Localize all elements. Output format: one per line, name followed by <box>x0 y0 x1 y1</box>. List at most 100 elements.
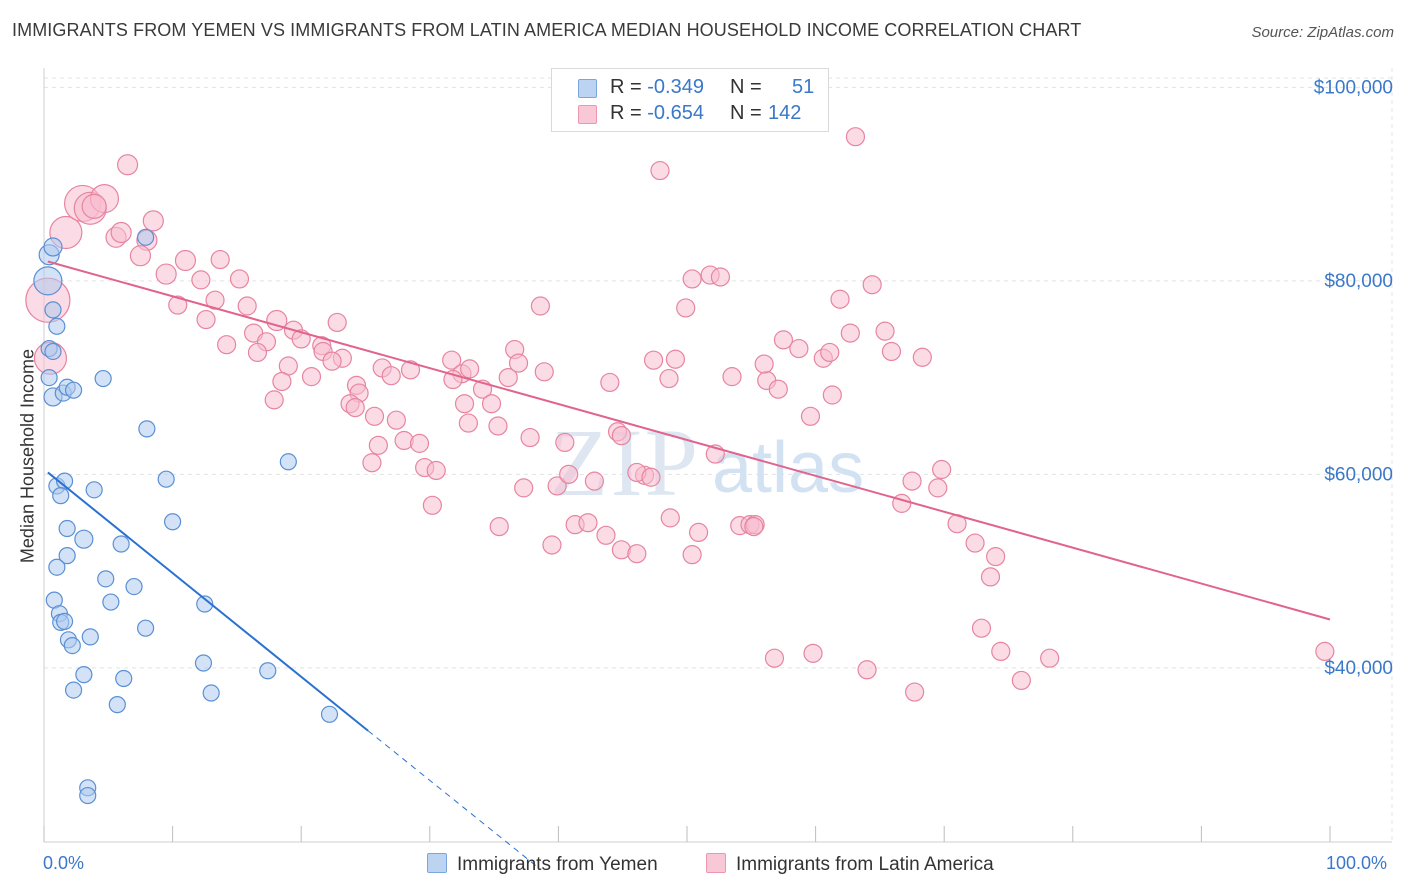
yemen-point <box>94 369 112 388</box>
latin-america-point <box>129 245 152 267</box>
latin-swatch <box>578 105 597 124</box>
latin-america-point <box>665 349 686 369</box>
yemen-point <box>63 636 81 655</box>
latin-america-point <box>641 467 661 487</box>
latin-america-point <box>803 643 823 663</box>
axes <box>43 68 1392 843</box>
latin-america-point <box>217 335 237 355</box>
yemen-point <box>81 628 99 646</box>
latin-america-point <box>611 426 632 446</box>
yemen-point <box>85 481 103 499</box>
latin-america-point <box>643 350 664 370</box>
yemen-point <box>115 669 133 688</box>
yemen-point <box>108 696 126 714</box>
y-tick-label: $100,000 <box>1314 77 1393 98</box>
yemen-swatch <box>578 79 597 98</box>
legend-r-label: R = <box>610 102 648 124</box>
yemen-point <box>44 301 62 319</box>
latin-america-point <box>142 210 164 232</box>
legend-r-label: R = <box>610 76 648 98</box>
latin-america-point <box>965 533 985 553</box>
yemen-point <box>74 529 94 549</box>
latin-america-point <box>800 406 821 426</box>
latin-america-point <box>986 546 1006 567</box>
latin-america-point <box>789 338 809 359</box>
legend-row-latin: R = -0.654 N = 142 <box>552 101 828 127</box>
latin-america-point <box>542 535 562 555</box>
watermark: ZIP atlas <box>550 409 864 516</box>
latin-america-points <box>25 127 1335 702</box>
yemen-point <box>48 317 66 335</box>
latin-america-point <box>578 513 598 533</box>
latin-america-point <box>840 323 860 343</box>
latin-america-point <box>682 269 702 289</box>
legend-n-value-latin: 142 <box>768 102 802 124</box>
latin-america-point <box>488 416 508 436</box>
latin-america-point <box>710 267 731 287</box>
yemen-point <box>43 237 63 257</box>
latin-america-point <box>912 347 932 367</box>
latin-america-point <box>991 641 1011 662</box>
latin-america-point <box>659 368 679 389</box>
latin-america-point <box>875 321 895 341</box>
latin-america-point <box>301 367 322 387</box>
latin-america-point <box>481 394 502 414</box>
y-tick-labels: $40,000 $60,000 $80,000 $100,000 <box>1314 77 1393 679</box>
source-credit: Source: ZipAtlas.com <box>1251 24 1394 41</box>
yemen-point <box>136 619 155 637</box>
y-tick-label: $40,000 <box>1324 658 1393 679</box>
latin-america-point <box>660 508 680 528</box>
legend-r-value-latin: -0.654 <box>647 102 704 124</box>
latin-america-point <box>932 459 952 480</box>
latin-america-point <box>892 493 912 513</box>
yemen-point <box>138 420 156 438</box>
latin-america-point <box>928 478 948 498</box>
yemen-point <box>75 666 93 684</box>
latin-legend-swatch <box>706 853 726 873</box>
latin-america-point <box>237 296 257 316</box>
latin-america-point <box>168 295 188 315</box>
latin-america-point <box>454 394 475 414</box>
latin-america-point <box>272 371 292 392</box>
latin-america-point <box>980 567 1001 587</box>
latin-america-point <box>902 471 922 491</box>
latin-america-point <box>409 433 430 453</box>
yemen-point <box>79 786 97 805</box>
yemen-point <box>64 681 83 699</box>
latin-america-trend-line <box>47 260 1331 621</box>
grid <box>44 68 1393 842</box>
latin-america-point <box>381 366 401 386</box>
latin-america-point <box>327 312 347 333</box>
bottom-legend-yemen-label: Immigrants from Yemen <box>457 854 658 875</box>
yemen-points <box>33 228 339 805</box>
latin-america-point <box>362 453 382 473</box>
bottom-legend-latin: Immigrants from Latin America <box>706 853 994 876</box>
bottom-legend-latin-label: Immigrants from Latin America <box>736 854 994 875</box>
latin-america-point <box>514 478 534 498</box>
yemen-point <box>279 453 297 471</box>
y-tick-label: $80,000 <box>1324 271 1393 292</box>
latin-america-point <box>489 516 509 537</box>
yemen-point <box>58 547 76 565</box>
latin-america-point <box>247 342 268 363</box>
latin-america-point <box>1315 641 1335 662</box>
latin-america-point <box>768 379 788 399</box>
y-tick-label: $60,000 <box>1324 464 1393 485</box>
latin-america-point <box>830 289 850 309</box>
latin-america-point <box>744 516 764 537</box>
yemen-point <box>40 369 58 387</box>
latin-america-point <box>722 367 742 387</box>
latin-america-point <box>547 476 567 496</box>
yemen-point <box>102 593 120 611</box>
latin-america-point <box>229 269 250 289</box>
latin-america-point <box>458 413 478 433</box>
yemen-trend-line <box>47 471 369 732</box>
latin-america-point <box>426 460 446 481</box>
trend-lines <box>47 260 1331 867</box>
latin-america-point <box>368 435 388 455</box>
yemen-point <box>202 684 220 702</box>
latin-america-point <box>460 359 480 379</box>
latin-america-point <box>559 464 579 484</box>
correlation-legend: R = -0.349 N = 51 R = -0.654 N = 142 <box>551 68 829 132</box>
